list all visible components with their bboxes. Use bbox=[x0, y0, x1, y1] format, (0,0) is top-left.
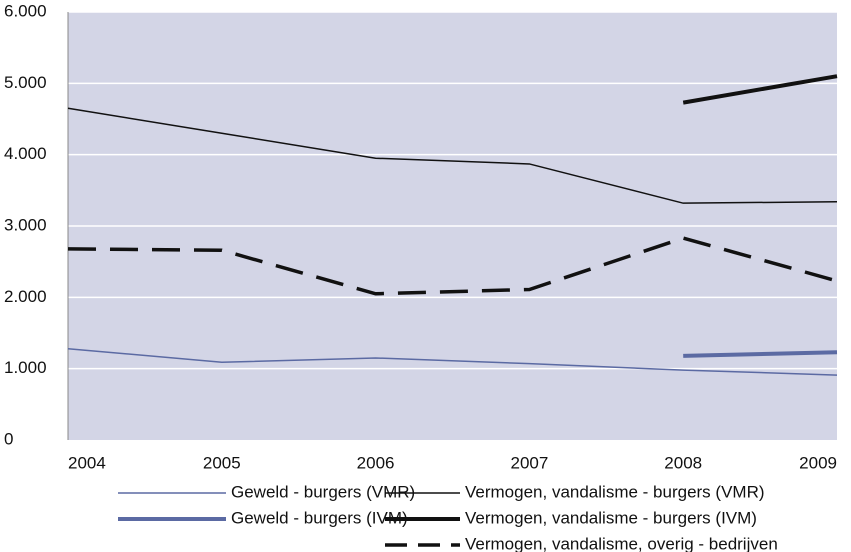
series-line bbox=[683, 350, 838, 358]
series-line bbox=[682, 74, 838, 105]
legend-label: Vermogen, vandalisme - burgers (VMR) bbox=[465, 482, 765, 501]
y-tick-label: 4.000 bbox=[4, 144, 47, 163]
x-tick-label: 2004 bbox=[68, 453, 106, 472]
y-tick-label: 6.000 bbox=[4, 1, 47, 20]
legend-label: Vermogen, vandalisme - burgers (IVM) bbox=[465, 508, 757, 527]
x-tick-label: 2009 bbox=[799, 453, 837, 472]
legend-label: Geweld - burgers (IVM) bbox=[231, 508, 408, 527]
legend-label: Vermogen, vandalisme, overig - bedrijven bbox=[465, 534, 778, 552]
y-tick-label: 5.000 bbox=[4, 73, 47, 92]
x-tick-label: 2008 bbox=[664, 453, 702, 472]
legend-label: Geweld - burgers (VMR) bbox=[231, 482, 415, 501]
x-tick-label: 2007 bbox=[510, 453, 548, 472]
series-line bbox=[67, 107, 838, 204]
series-line bbox=[67, 236, 838, 296]
y-tick-label: 3.000 bbox=[4, 215, 47, 234]
series-line bbox=[67, 347, 838, 376]
y-tick-label: 2.000 bbox=[4, 287, 47, 306]
y-tick-label: 0 bbox=[4, 429, 13, 448]
y-tick-label: 1.000 bbox=[4, 358, 47, 377]
x-tick-label: 2005 bbox=[203, 453, 241, 472]
x-tick-label: 2006 bbox=[357, 453, 395, 472]
